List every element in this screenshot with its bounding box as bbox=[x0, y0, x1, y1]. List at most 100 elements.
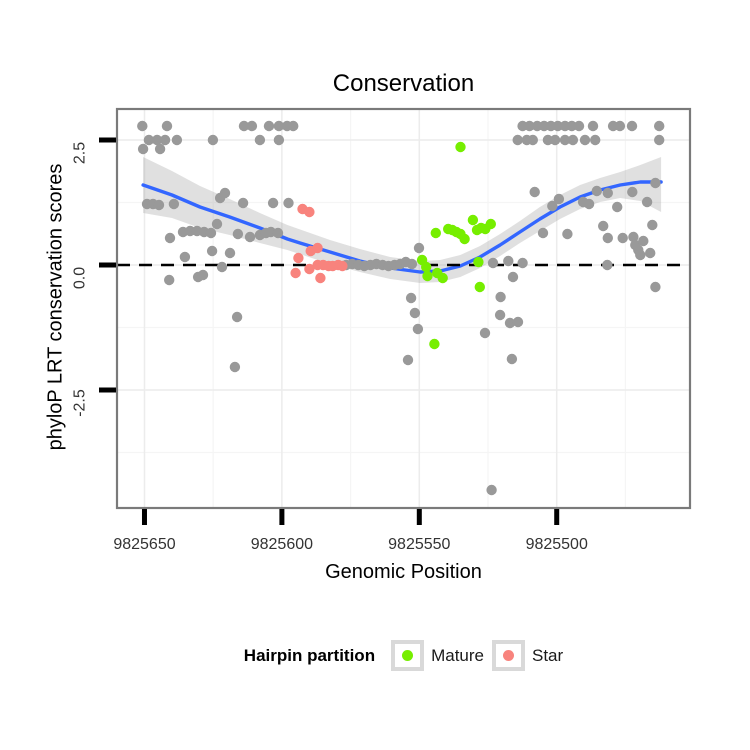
point-other bbox=[552, 120, 563, 132]
point-mature bbox=[430, 227, 441, 239]
point-other bbox=[567, 134, 579, 146]
point-other bbox=[626, 120, 638, 132]
point-other bbox=[650, 281, 661, 293]
point-other bbox=[583, 198, 595, 210]
point-other bbox=[479, 327, 491, 339]
point-star bbox=[337, 260, 348, 272]
point-other bbox=[647, 219, 658, 231]
point-star bbox=[293, 252, 304, 264]
point-other bbox=[641, 196, 653, 208]
legend-key-box-mature bbox=[391, 640, 425, 671]
point-star bbox=[290, 267, 301, 279]
x-axis-title: Genomic Position bbox=[325, 561, 482, 583]
point-other bbox=[627, 186, 638, 198]
point-other bbox=[587, 120, 599, 132]
point-other bbox=[562, 228, 573, 240]
legend-label-mature: Mature bbox=[431, 645, 484, 665]
point-other bbox=[232, 228, 244, 240]
confidence-ribbon bbox=[143, 157, 662, 283]
point-mature bbox=[455, 141, 466, 153]
point-other bbox=[207, 134, 219, 146]
point-other bbox=[517, 257, 528, 269]
point-mature bbox=[474, 281, 485, 293]
point-other bbox=[231, 311, 243, 323]
point-other bbox=[254, 134, 266, 146]
point-other bbox=[413, 242, 425, 254]
point-other bbox=[549, 134, 561, 146]
point-other bbox=[288, 120, 299, 132]
point-other bbox=[137, 120, 148, 132]
point-other bbox=[406, 258, 418, 270]
legend-item-mature: Mature bbox=[391, 640, 484, 671]
legend-key-box-star bbox=[492, 640, 525, 671]
point-other bbox=[216, 261, 228, 273]
point-other bbox=[612, 201, 623, 213]
point-other bbox=[598, 220, 609, 232]
y-tick-mark bbox=[99, 137, 116, 143]
point-other bbox=[638, 235, 649, 247]
point-other bbox=[224, 247, 236, 259]
x-tick-mark bbox=[416, 509, 422, 525]
x-tick-mark bbox=[141, 509, 147, 525]
point-other bbox=[635, 249, 646, 261]
x-tick-mark bbox=[279, 509, 285, 525]
plot-title: Conservation bbox=[332, 70, 475, 97]
point-other bbox=[153, 199, 165, 211]
point-other bbox=[504, 317, 516, 329]
legend: Hairpin partition Mature Star bbox=[117, 640, 690, 671]
point-other bbox=[602, 232, 613, 244]
plot-panel: 9825650 9825600 9825550 9825500 2.5 0.0 -2.5 bbox=[72, 107, 692, 553]
point-other bbox=[229, 361, 241, 373]
point-other bbox=[272, 227, 284, 239]
point-other bbox=[206, 245, 218, 257]
point-other bbox=[553, 193, 565, 205]
point-other bbox=[412, 323, 424, 335]
star-dot-icon bbox=[503, 650, 514, 661]
point-other bbox=[137, 143, 149, 155]
point-other bbox=[573, 120, 585, 132]
point-mature bbox=[429, 338, 440, 350]
point-other bbox=[503, 255, 514, 267]
point-other bbox=[495, 291, 506, 303]
point-other bbox=[263, 120, 275, 132]
legend-title: Hairpin partition bbox=[243, 645, 376, 665]
point-other bbox=[405, 292, 417, 304]
point-other bbox=[602, 259, 613, 271]
x-tick-mark bbox=[554, 509, 560, 525]
point-other bbox=[547, 200, 558, 212]
point-other bbox=[559, 134, 571, 146]
point-star bbox=[315, 272, 326, 284]
x-tick-label: 9825500 bbox=[526, 536, 588, 553]
point-other bbox=[602, 187, 613, 199]
point-other bbox=[579, 134, 591, 146]
point-mature bbox=[421, 261, 432, 273]
point-other bbox=[211, 218, 223, 230]
point-other bbox=[591, 185, 602, 197]
point-other bbox=[143, 134, 155, 146]
point-other bbox=[154, 143, 166, 155]
point-other bbox=[164, 232, 176, 244]
panel-border bbox=[115, 107, 692, 510]
point-star bbox=[305, 245, 316, 257]
point-other bbox=[494, 309, 506, 321]
panel-background bbox=[117, 109, 690, 508]
point-other bbox=[402, 354, 414, 366]
y-tick-label: 0.0 bbox=[72, 267, 89, 289]
point-other bbox=[650, 177, 661, 189]
point-other bbox=[283, 197, 294, 209]
point-other bbox=[179, 251, 191, 263]
point-other bbox=[542, 134, 554, 146]
point-mature bbox=[422, 270, 433, 282]
point-other bbox=[654, 134, 665, 146]
y-tick-mark bbox=[99, 387, 116, 393]
x-tick-label: 9825650 bbox=[113, 536, 175, 553]
point-other bbox=[512, 134, 523, 146]
point-other bbox=[486, 484, 497, 496]
x-tick-label: 9825600 bbox=[251, 536, 313, 553]
point-other bbox=[205, 227, 217, 239]
point-other bbox=[409, 307, 421, 319]
point-other bbox=[506, 353, 518, 365]
point-star bbox=[304, 263, 315, 275]
point-other bbox=[273, 120, 285, 132]
